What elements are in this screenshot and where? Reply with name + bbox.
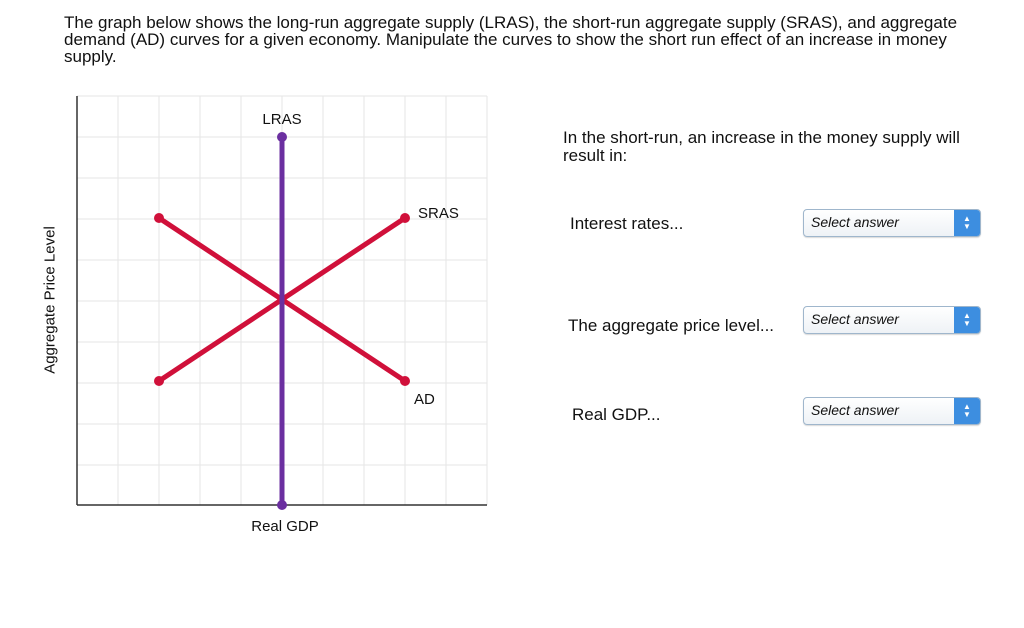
prompt-text: The graph below shows the long-run aggre… [64,13,958,66]
interest-rates-select[interactable]: Select answer ▲ ▼ [803,209,981,237]
ad-handle-left[interactable] [154,213,164,223]
lras-handle-bottom[interactable] [277,500,287,510]
up-down-chevron-icon: ▲ ▼ [954,210,980,236]
sras-handle-right[interactable] [400,213,410,223]
aggregate-graph: LRAS SRAS AD Real GDP [76,95,488,535]
up-down-chevron-icon: ▲ ▼ [954,307,980,333]
real-gdp-label: Real GDP... [572,405,661,424]
question-text: In the short-run, an increase in the mon… [563,128,960,165]
lras-label: LRAS [262,111,301,128]
real-gdp-select-value: Select answer [811,402,899,418]
sras-handle-left[interactable] [154,376,164,386]
sras-label: SRAS [418,205,459,222]
interest-rates-select-value: Select answer [811,214,899,230]
ad-handle-right[interactable] [400,376,410,386]
interest-rates-label: Interest rates... [570,214,684,233]
up-down-chevron-icon: ▲ ▼ [954,398,980,424]
price-level-label: The aggregate price level... [568,316,775,335]
lras-handle-top[interactable] [277,132,287,142]
ad-label: AD [414,391,435,408]
real-gdp-select[interactable]: Select answer ▲ ▼ [803,397,981,425]
price-level-select-value: Select answer [811,311,899,327]
x-axis-label: Real GDP [251,518,319,535]
lras-curve[interactable] [277,132,287,510]
price-level-select[interactable]: Select answer ▲ ▼ [803,306,981,334]
